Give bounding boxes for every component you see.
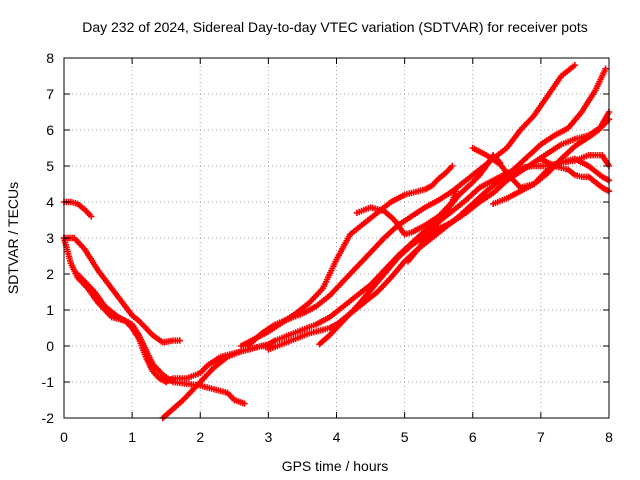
x-tick-label: 8 xyxy=(605,429,613,445)
series-track-4 xyxy=(74,270,248,407)
y-tick-label: -1 xyxy=(42,374,55,390)
x-tick-label: 1 xyxy=(128,429,136,445)
x-axis-label: GPS time / hours xyxy=(282,458,389,474)
series-track-14 xyxy=(537,155,613,195)
y-tick-label: 8 xyxy=(46,50,54,66)
data-series xyxy=(60,62,613,422)
series-line xyxy=(246,64,577,348)
series-point-markers xyxy=(74,270,248,407)
x-tick-label: 4 xyxy=(333,429,341,445)
y-tick-label: 1 xyxy=(46,302,54,318)
y-tick-label: 5 xyxy=(46,158,54,174)
y-tick-label: 2 xyxy=(46,266,54,282)
y-tick-label: 3 xyxy=(46,230,54,246)
y-tick-label: 4 xyxy=(46,194,54,210)
y-tick-label: 7 xyxy=(46,86,54,102)
x-tick-label: 3 xyxy=(264,429,272,445)
axis-ticks: 0 1 2 3 4 5 6 7 8 -2 -1 0 1 2 3 4 5 6 7 8 xyxy=(42,50,614,445)
series-point-markers xyxy=(537,155,613,195)
series-track-6 xyxy=(237,162,456,350)
chart-title: Day 232 of 2024, Sidereal Day-to-day VTE… xyxy=(82,19,588,35)
y-axis-label: SDTVAR / TECUs xyxy=(5,182,21,294)
grid-lines xyxy=(64,58,609,418)
series-line xyxy=(62,236,181,344)
y-tick-label: -2 xyxy=(42,410,55,426)
series-point-markers xyxy=(159,155,613,422)
x-tick-label: 0 xyxy=(60,429,68,445)
x-tick-label: 6 xyxy=(469,429,477,445)
y-tick-label: 0 xyxy=(46,338,54,354)
y-tick-label: 6 xyxy=(46,122,54,138)
series-point-markers xyxy=(237,162,456,350)
x-tick-label: 2 xyxy=(196,429,204,445)
x-tick-label: 7 xyxy=(537,429,545,445)
x-tick-label: 5 xyxy=(401,429,409,445)
series-track-2 xyxy=(60,234,183,346)
series-track-7 xyxy=(244,62,579,350)
series-point-markers xyxy=(244,62,579,350)
series-point-markers xyxy=(316,116,613,348)
series-track-9 xyxy=(316,116,613,348)
series-point-markers xyxy=(60,234,183,346)
series-line xyxy=(492,110,611,205)
series-track-5 xyxy=(159,155,613,422)
series-line xyxy=(267,67,607,351)
series-point-markers xyxy=(490,108,613,207)
series-line xyxy=(161,157,611,420)
